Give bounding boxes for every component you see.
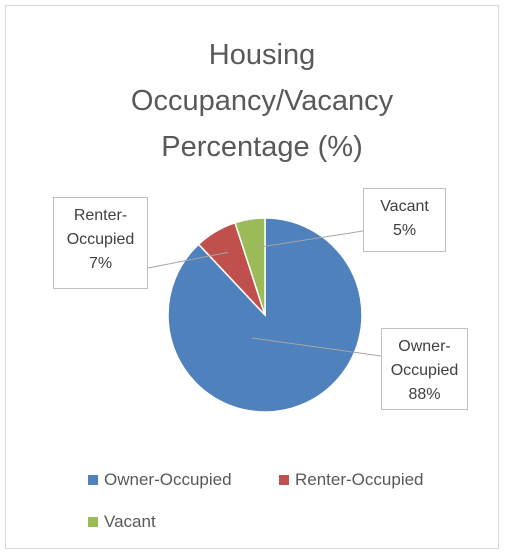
leader-line [251, 337, 382, 357]
legend-label: Renter-Occupied [295, 470, 424, 489]
chart-border [5, 5, 499, 549]
leader-line [254, 230, 364, 249]
legend-label: Owner-Occupied [104, 470, 232, 489]
label-category: Owner-Occupied [390, 338, 459, 379]
legend-swatch [88, 517, 98, 527]
label-category: Renter-Occupied [66, 207, 135, 248]
data-label: Owner-Occupied 88% [381, 328, 468, 410]
legend-label: Vacant [104, 512, 156, 531]
label-value: 88% [408, 386, 441, 403]
label-value: 7% [88, 255, 113, 272]
label-category: Vacant [380, 198, 429, 215]
chart-title: Housing Occupancy/Vacancy Percentage (%) [130, 39, 394, 163]
legend-swatch [88, 475, 98, 485]
label-value: 5% [392, 222, 417, 239]
legend-item: Renter-Occupied [279, 470, 424, 490]
leader-line [147, 251, 229, 269]
legend-swatch [279, 475, 289, 485]
legend-item: Vacant [88, 512, 156, 532]
data-label: Vacant 5% [363, 188, 446, 252]
data-label: Renter-Occupied 7% [53, 197, 148, 289]
pie-slice [234, 217, 266, 316]
legend-item: Owner-Occupied [88, 470, 232, 490]
